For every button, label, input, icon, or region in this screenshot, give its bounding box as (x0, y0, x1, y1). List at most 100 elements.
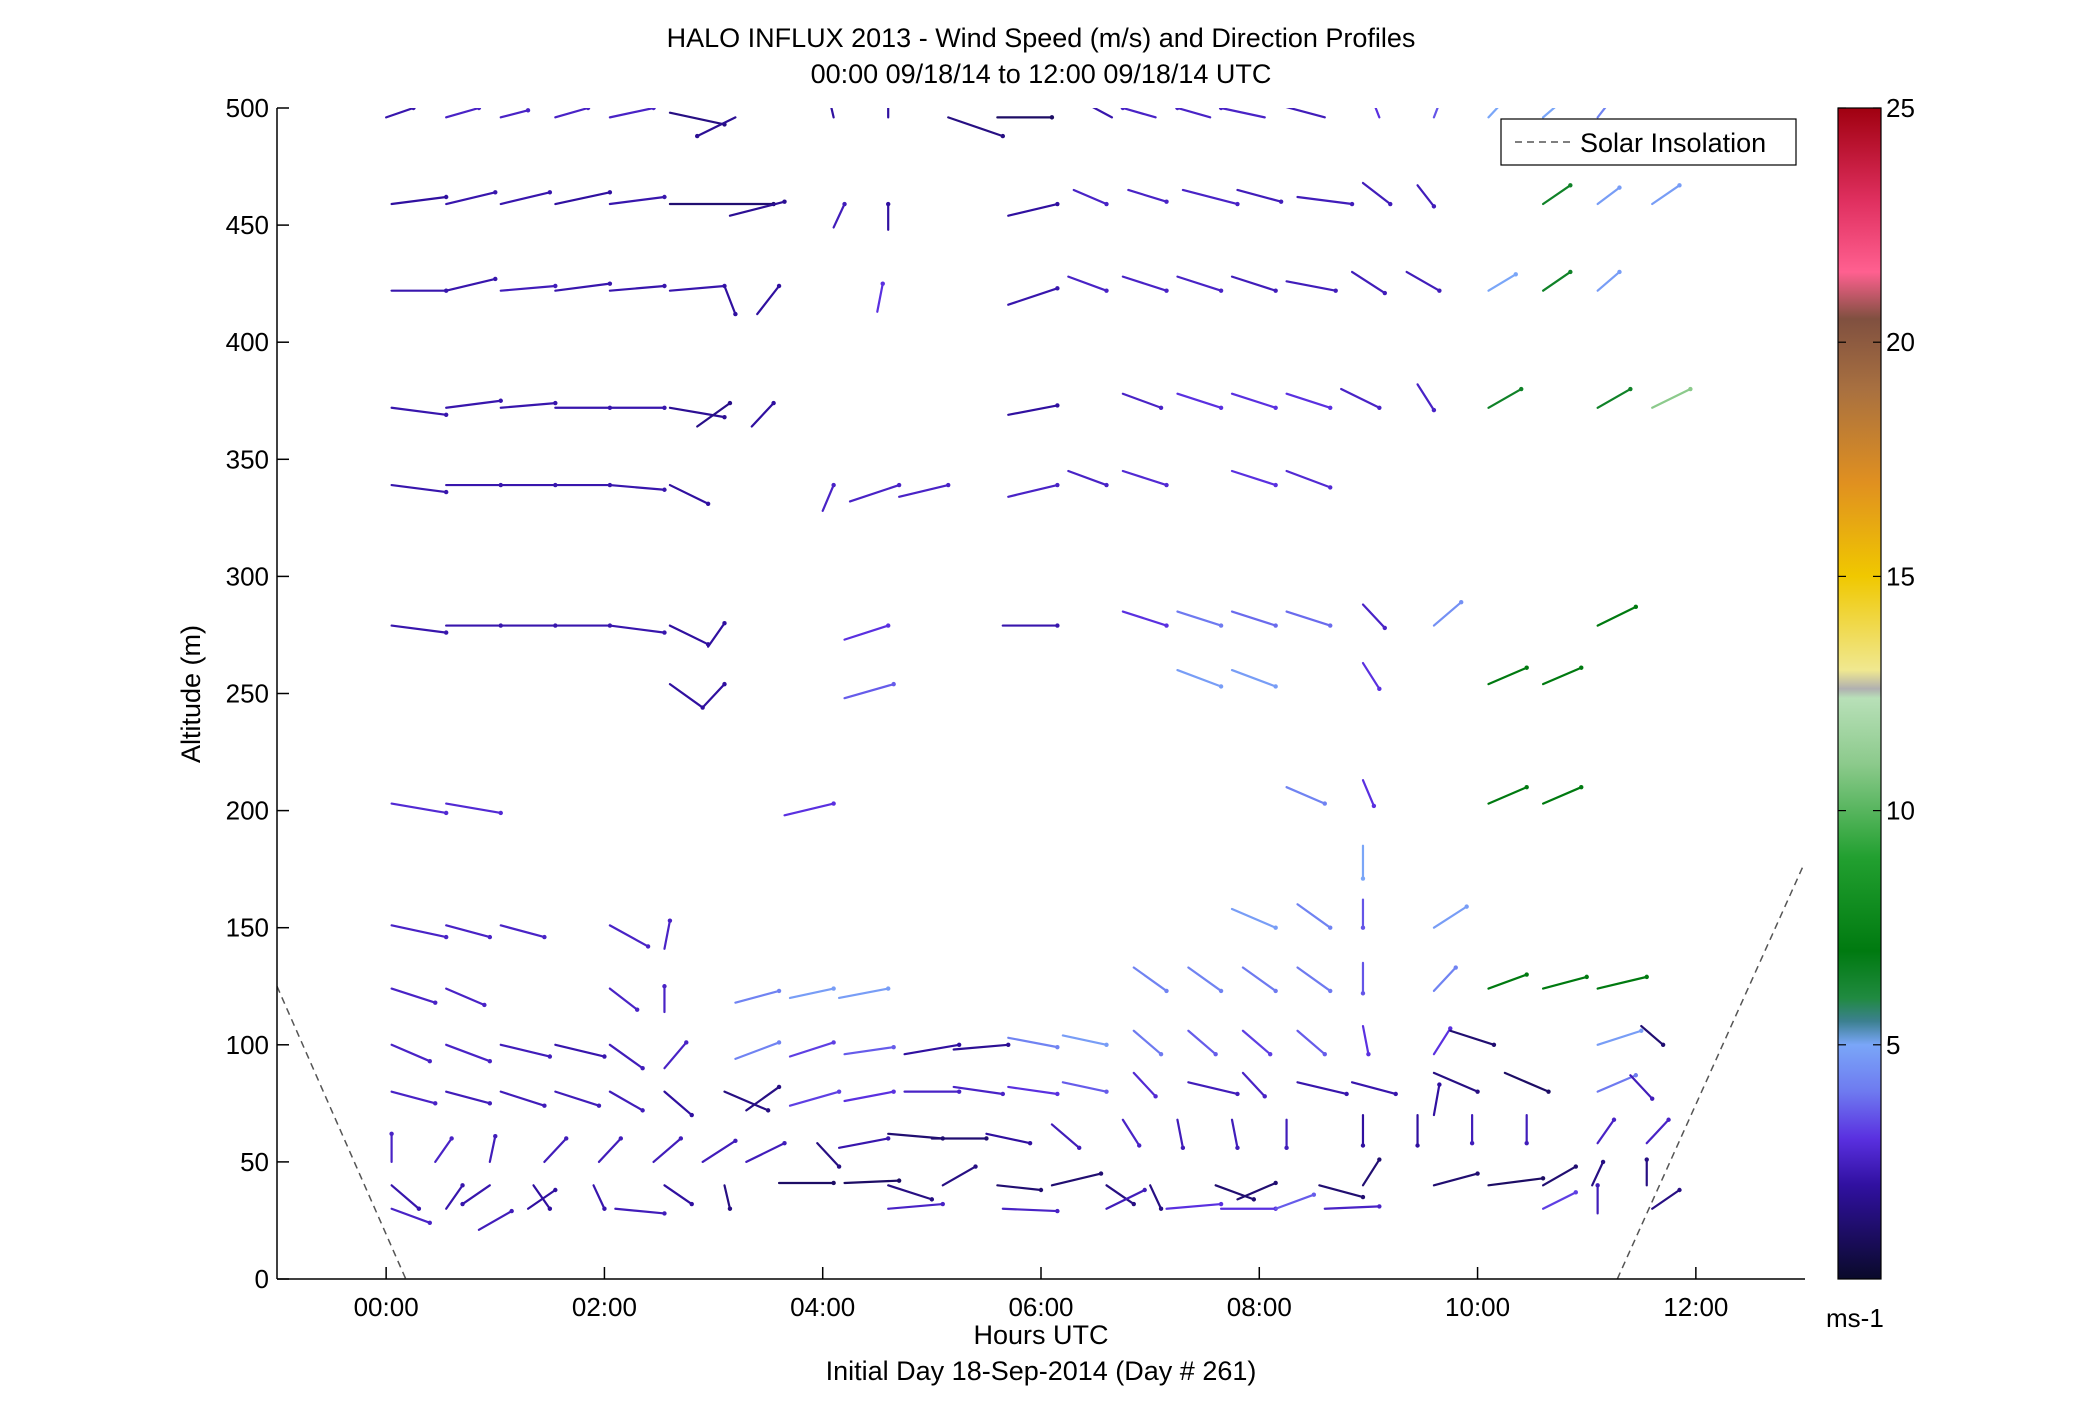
wind-vector (608, 108, 656, 119)
wind-vector (1218, 108, 1266, 119)
wind-vector (1596, 185, 1622, 206)
wind-vector (1415, 1113, 1420, 1148)
wind-vector (445, 1090, 493, 1106)
x-tick-label: 04:00 (790, 1292, 855, 1322)
wind-vector (952, 1085, 1005, 1097)
wind-vector (723, 1184, 733, 1211)
wind-vector (1175, 108, 1212, 119)
wind-vector (952, 1042, 1011, 1051)
wind-vector (1285, 469, 1333, 490)
wind-vector (1121, 1118, 1142, 1148)
wind-vector (1121, 275, 1169, 293)
wind-vector (1487, 665, 1529, 686)
wind-vector (499, 924, 547, 940)
wind-vector (728, 199, 787, 217)
wind-vector (843, 1089, 896, 1103)
chart-subtitle: 00:00 09/18/14 to 12:00 09/18/14 UTC (811, 59, 1272, 89)
x-axis-label-secondary: Initial Day 18-Sep-2014 (Day # 261) (826, 1356, 1257, 1386)
wind-vector (1651, 1187, 1682, 1210)
wind-vector (526, 1187, 558, 1210)
wind-vector (1176, 1118, 1186, 1151)
wind-vector (886, 201, 891, 231)
wind-vector (1285, 786, 1327, 806)
wind-vector (1651, 183, 1682, 206)
wind-vector (1541, 108, 1556, 119)
wind-vector (723, 1090, 771, 1113)
wind-vector (1067, 275, 1109, 293)
wind-vector (1127, 188, 1169, 204)
wind-vector (1285, 610, 1333, 628)
wind-vector (1541, 974, 1589, 990)
wind-vector (499, 1043, 553, 1059)
plot-area: 00:00 02:00 04:00 06:00 08:00 10:00 12:00 0 50 1… (226, 93, 1805, 1322)
x-tick-label: 00:00 (354, 1292, 419, 1322)
wind-vector (1503, 1071, 1551, 1094)
wind-vector (1487, 1176, 1546, 1187)
wind-vector (1361, 1157, 1382, 1187)
wind-vector (843, 681, 896, 700)
wind-vector (499, 1090, 547, 1108)
y-tick-label: 200 (226, 796, 269, 826)
wind-vector (663, 1090, 694, 1118)
wind-vector (1416, 184, 1437, 209)
colorbar-gradient (1837, 107, 1882, 1280)
wind-vector (608, 987, 640, 1012)
wind-vector (1432, 599, 1464, 627)
wind-vector (1187, 1029, 1218, 1057)
colorbar-tick-label: 10 (1886, 796, 1915, 826)
wind-vector (608, 483, 667, 492)
wind-vector (1651, 386, 1693, 409)
wind-vector (1360, 844, 1366, 881)
wind-vector (1541, 1190, 1579, 1210)
wind-vector (390, 1090, 438, 1106)
wind-vector (887, 1184, 935, 1202)
wind-vector (734, 988, 782, 1004)
wind-vector (499, 190, 553, 206)
colorbar-tick-label: 5 (1886, 1030, 1900, 1060)
wind-vector (788, 986, 836, 1000)
wind-vector (1187, 966, 1224, 994)
wind-vector (837, 1136, 891, 1149)
solar-insolation-lines (277, 866, 1804, 1279)
wind-vector (390, 483, 449, 495)
x-axis-label: Hours UTC (973, 1320, 1108, 1350)
wind-vector (1230, 469, 1278, 488)
wind-vector (445, 398, 503, 409)
wind-vector (843, 623, 891, 641)
y-tick-label: 500 (226, 93, 269, 123)
wind-vector (1541, 784, 1584, 805)
wind-vector (1596, 269, 1622, 292)
wind-vector (1176, 668, 1224, 689)
wind-vector (707, 621, 727, 648)
wind-vector (614, 1207, 667, 1216)
y-tick-label: 250 (226, 679, 269, 709)
wind-vector (1629, 1074, 1655, 1101)
wind-vector (1350, 270, 1388, 296)
y-tick-label: 100 (226, 1030, 269, 1060)
wind-vector (1105, 1187, 1147, 1210)
wind-vector (821, 482, 836, 512)
wind-vector (903, 1089, 962, 1094)
wind-vector (1050, 1171, 1104, 1187)
wind-vector (898, 482, 951, 498)
wind-vector (445, 1043, 493, 1064)
wind-vector (1541, 1164, 1579, 1187)
wind-vector (1487, 108, 1499, 119)
wind-vector (1640, 1024, 1666, 1048)
wind-vector (1323, 1204, 1382, 1210)
wind-vector (750, 400, 776, 428)
wind-vector (445, 987, 487, 1008)
solar-insolation-line (1616, 866, 1804, 1279)
wind-vector (1105, 1184, 1136, 1207)
wind-vector (1061, 1034, 1109, 1048)
wind-vector (1596, 1117, 1617, 1145)
wind-vector (1361, 603, 1388, 631)
wind-vector (554, 1043, 607, 1059)
wind-vector (1596, 1028, 1644, 1046)
wind-vector (996, 115, 1055, 120)
wind-vector (499, 400, 558, 409)
wind-vector (1176, 392, 1224, 410)
wind-vector (662, 984, 667, 1014)
y-tick-label: 350 (226, 444, 269, 474)
